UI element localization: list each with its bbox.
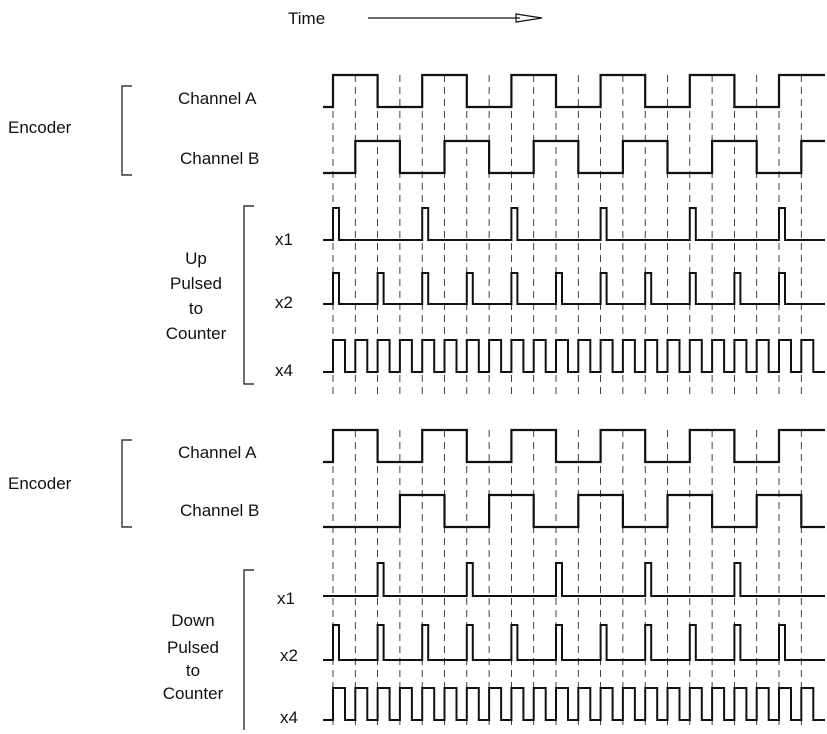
down-x4-label: x4 bbox=[280, 708, 298, 727]
up-counter-label-line2: Pulsed bbox=[170, 274, 222, 293]
up-counter-section: Up Pulsed to Counter x1 x2 x4 bbox=[166, 205, 825, 385]
up-x1-waveform bbox=[323, 207, 825, 241]
down-encoder-section: Encoder Channel A Channel B bbox=[8, 428, 825, 529]
down-encoder-bracket bbox=[121, 439, 132, 528]
up-channel-a-label: Channel A bbox=[178, 89, 257, 108]
down-encoder-label: Encoder bbox=[8, 474, 72, 493]
down-counter-label-line2: Pulsed bbox=[167, 638, 219, 657]
down-counter-bracket bbox=[243, 569, 254, 730]
down-channel-a-waveform bbox=[323, 428, 825, 464]
down-channel-a-label: Channel A bbox=[178, 443, 257, 462]
down-counter-label-line4: Counter bbox=[163, 684, 224, 703]
up-x4-label: x4 bbox=[275, 361, 293, 380]
up-channel-b-label: Channel B bbox=[180, 149, 259, 168]
down-x1-waveform bbox=[323, 562, 825, 597]
down-counter-section: Down Pulsed to Counter x1 x2 x4 bbox=[163, 562, 825, 730]
up-encoder-section: Encoder Channel A Channel B bbox=[8, 73, 825, 176]
down-counter-label-line1: Down bbox=[171, 611, 214, 630]
down-counter-label-line3: to bbox=[186, 661, 200, 680]
up-encoder-label: Encoder bbox=[8, 118, 72, 137]
up-counter-label-line4: Counter bbox=[166, 324, 227, 343]
down-x2-label: x2 bbox=[280, 646, 298, 665]
time-label: Time bbox=[288, 9, 325, 28]
up-encoder-bracket bbox=[121, 85, 132, 176]
time-arrow bbox=[368, 13, 543, 23]
down-channel-b-waveform bbox=[323, 493, 825, 529]
up-x4-waveform bbox=[323, 339, 825, 373]
up-channel-a-waveform bbox=[323, 73, 825, 109]
down-x4-waveform bbox=[323, 687, 825, 721]
down-x2-waveform bbox=[323, 624, 825, 661]
up-channel-b-waveform bbox=[323, 139, 825, 175]
down-x1-label: x1 bbox=[277, 589, 295, 608]
down-channel-b-label: Channel B bbox=[180, 501, 259, 520]
up-x2-label: x2 bbox=[275, 293, 293, 312]
up-x1-label: x1 bbox=[275, 230, 293, 249]
up-counter-bracket bbox=[243, 205, 254, 385]
up-x2-waveform bbox=[323, 272, 825, 305]
up-counter-label-line1: Up bbox=[185, 249, 207, 268]
up-counter-label-line3: to bbox=[189, 299, 203, 318]
